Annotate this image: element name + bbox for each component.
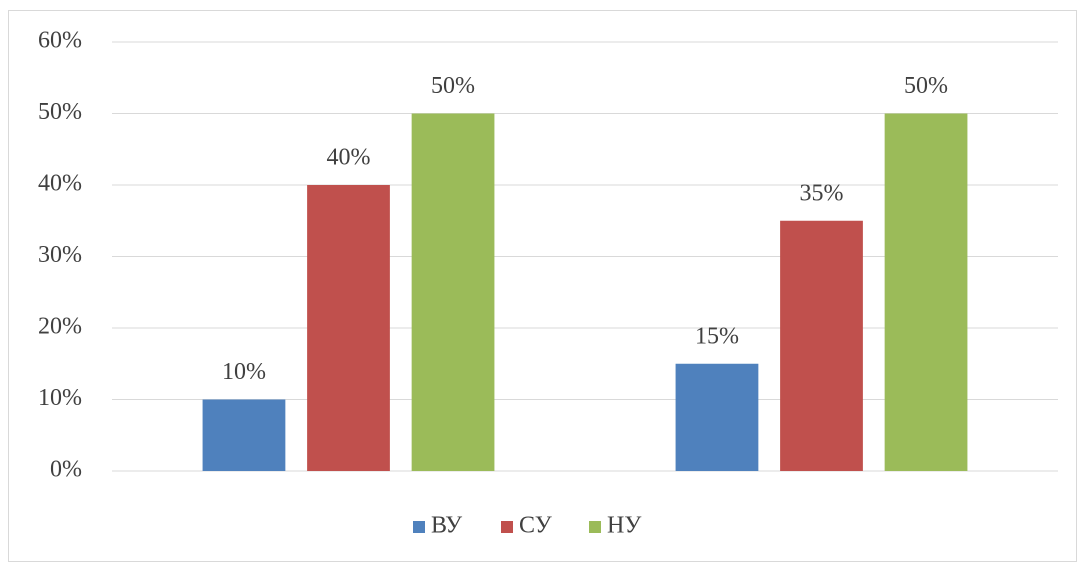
data-label: 15% <box>695 323 739 349</box>
legend-label: НУ <box>607 513 641 539</box>
y-tick-label: 50% <box>38 99 82 125</box>
y-tick-label: 60% <box>38 28 82 54</box>
y-tick-label: 40% <box>38 171 82 197</box>
y-tick-label: 20% <box>38 314 82 340</box>
bar <box>202 399 286 471</box>
bar <box>411 113 495 471</box>
legend-swatch <box>413 521 425 533</box>
y-tick-label: 30% <box>38 242 82 268</box>
data-label: 10% <box>222 359 266 385</box>
bar <box>884 113 968 471</box>
bar <box>780 220 863 471</box>
legend-swatch <box>501 521 513 533</box>
bar <box>675 363 759 471</box>
y-tick-label: 10% <box>38 385 82 411</box>
data-label: 40% <box>327 145 371 171</box>
legend-label: СУ <box>519 513 552 539</box>
y-tick-label: 0% <box>50 457 82 483</box>
data-label: 35% <box>800 180 844 206</box>
legend-label: ВУ <box>431 513 462 539</box>
data-label: 50% <box>431 73 475 99</box>
legend-swatch <box>589 521 601 533</box>
bar <box>307 185 390 471</box>
data-label: 50% <box>904 73 948 99</box>
